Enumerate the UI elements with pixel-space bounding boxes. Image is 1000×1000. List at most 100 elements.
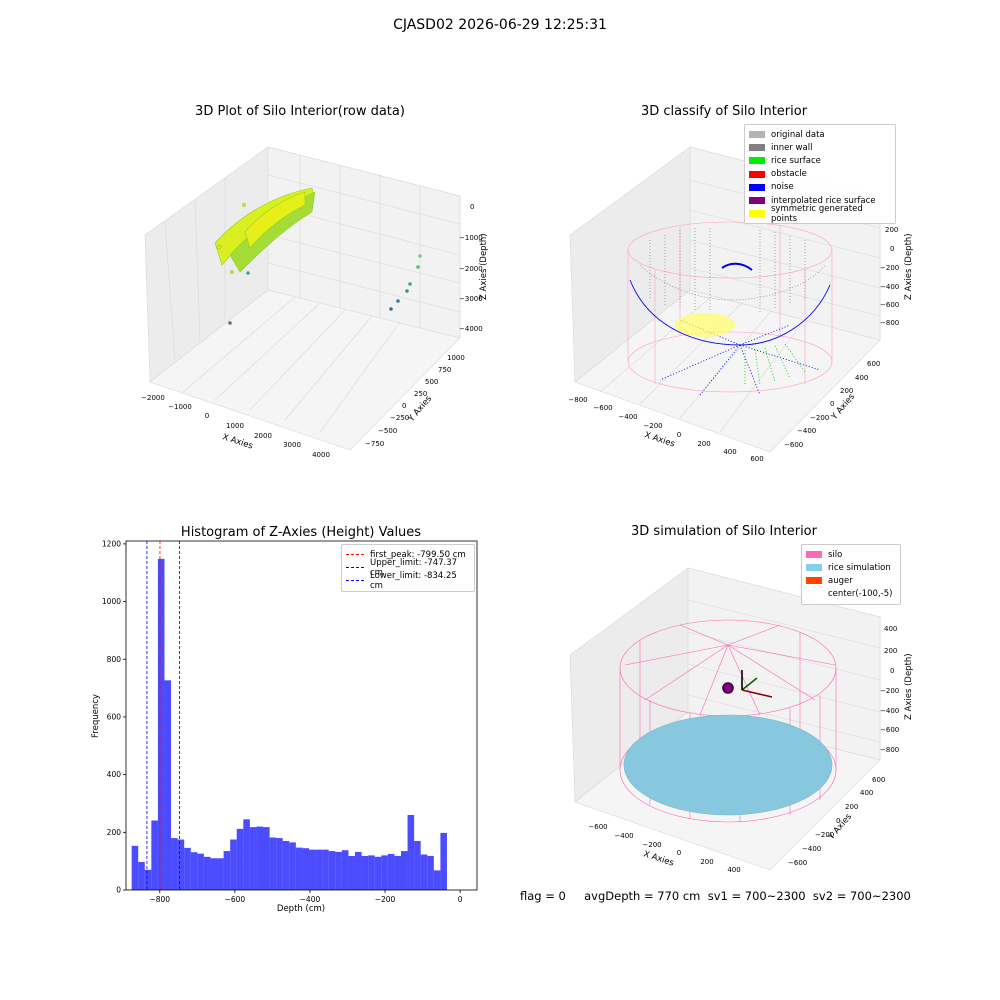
histogram-bar xyxy=(341,850,349,890)
raw-ztick: −1000 xyxy=(459,234,483,242)
classify-xtick: 200 xyxy=(697,440,710,448)
raw-y-label: Y Axies xyxy=(406,394,434,425)
histogram-bar xyxy=(263,827,270,890)
histogram-bar xyxy=(256,826,264,890)
legend-entry: inner wall xyxy=(749,141,891,154)
raw-xtick: 1000 xyxy=(226,422,244,430)
simulation-ztick: −800 xyxy=(880,746,899,754)
histogram-x-label: Depth (cm) xyxy=(277,904,325,914)
raw-ztick: −4000 xyxy=(459,325,483,333)
histogram-xtick-label: −200 xyxy=(375,895,396,904)
simulation-ztick: 200 xyxy=(884,647,897,655)
raw-ytick: −250 xyxy=(390,414,409,422)
simulation-ztick: −400 xyxy=(880,707,899,715)
legend-swatch xyxy=(806,577,822,585)
histogram-ytick-label: 0 xyxy=(116,886,121,895)
histogram-bar xyxy=(171,838,178,890)
histogram-title: Histogram of Z-Axies (Height) Values xyxy=(181,525,421,540)
raw-xtick: 3000 xyxy=(283,441,301,449)
classify-ytick: −600 xyxy=(784,441,803,449)
legend-entry: Lower_limit: -834.25 cm xyxy=(346,571,470,591)
histogram-bar xyxy=(368,855,375,890)
histogram-bar xyxy=(433,870,441,890)
legend-entry: auger xyxy=(806,574,896,587)
simulation-ytick: 0 xyxy=(836,817,840,825)
legend-swatch xyxy=(346,580,364,582)
simulation-auger xyxy=(722,670,773,698)
classify-wall-points xyxy=(639,228,826,312)
raw-3d-points xyxy=(214,187,316,274)
histogram-xtick-label: −400 xyxy=(300,895,321,904)
histogram-ytick-label: 1000 xyxy=(102,597,121,606)
legend-entry: symmetric generated points xyxy=(749,204,891,224)
simulation-ytick: 200 xyxy=(845,803,858,811)
classify-ztick: 200 xyxy=(885,226,898,234)
simulation-ytick: −600 xyxy=(788,859,807,867)
classify-z-label: Z Axies (Depth) xyxy=(904,233,914,300)
histogram-bar xyxy=(282,840,290,890)
legend-entry: silo xyxy=(806,548,896,561)
classify-x-label: X Axies xyxy=(643,430,676,449)
histogram-xtick-label: −800 xyxy=(149,895,170,904)
simulation-xtick: 400 xyxy=(727,866,740,874)
histogram-xtick-label: 0 xyxy=(458,895,463,904)
histogram-bar xyxy=(394,855,401,890)
legend-swatch xyxy=(346,567,364,569)
simulation-3d-plot[interactable]: −600 −400 −200 0 200 400 600 400 200 0 −… xyxy=(560,560,920,880)
histogram-bar xyxy=(184,847,191,890)
raw-plot-title: 3D Plot of Silo Interior(row data) xyxy=(195,104,405,119)
legend-swatch xyxy=(749,210,765,218)
histogram-xtick-label: −600 xyxy=(225,895,246,904)
histogram-bar xyxy=(374,856,382,890)
classify-xtick: −800 xyxy=(568,396,587,404)
classify-ytick: 0 xyxy=(830,400,834,408)
classify-ztick: −200 xyxy=(880,264,899,272)
legend-entry: noise xyxy=(749,181,891,194)
legend-entry: Upper_limit: -747.37 cm xyxy=(346,558,470,578)
simulation-xtick: −200 xyxy=(642,841,661,849)
histogram-bar xyxy=(236,828,244,890)
simulation-x-label: X Axies xyxy=(642,849,675,868)
raw-ytick: 500 xyxy=(425,378,438,386)
classify-xtick: −400 xyxy=(618,413,637,421)
histogram-bar xyxy=(315,849,323,890)
simulation-legend: silo rice simulation auger center(-100,-… xyxy=(801,544,901,605)
raw-ztick: −2000 xyxy=(459,265,483,273)
raw-ztick: 0 xyxy=(470,203,474,211)
raw-3d-plot[interactable]: −2000 −1000 0 1000 2000 3000 4000 1000 7… xyxy=(130,140,490,460)
legend-swatch xyxy=(749,157,765,165)
raw-3d-outliers xyxy=(228,254,422,325)
histogram-bar xyxy=(249,827,257,890)
legend-swatch xyxy=(749,131,765,139)
simulation-xtick: 0 xyxy=(677,849,681,857)
simulation-ztick: −600 xyxy=(880,726,899,734)
histogram-bar xyxy=(328,851,336,890)
raw-ztick: −3000 xyxy=(459,295,483,303)
classify-xtick: −600 xyxy=(593,404,612,412)
raw-ytick: 250 xyxy=(414,390,427,398)
histogram-ytick-label: 800 xyxy=(107,655,122,664)
simulation-ytick: 400 xyxy=(860,789,873,797)
simulation-ztick: 400 xyxy=(884,625,897,633)
histogram-ytick-label: 200 xyxy=(107,828,122,837)
classify-ytick: 200 xyxy=(840,387,853,395)
histogram-bar xyxy=(276,838,283,890)
classify-ztick: −800 xyxy=(880,319,899,327)
simulation-ytick: −200 xyxy=(815,831,834,839)
histogram-bar xyxy=(223,851,231,890)
classify-noise-points xyxy=(629,262,831,396)
simulation-xtick: −400 xyxy=(614,832,633,840)
histogram-bar xyxy=(335,851,342,890)
simulation-ytick: 600 xyxy=(872,776,885,784)
histogram-legend: first_peak: -799.50 cm Upper_limit: -747… xyxy=(341,544,475,592)
depth-histogram[interactable]: Histogram of Z-Axies (Height) Values −80… xyxy=(80,510,500,915)
histogram-bar xyxy=(230,839,237,890)
histogram-bar xyxy=(309,849,316,890)
histogram-bar xyxy=(157,558,165,890)
raw-ytick: 0 xyxy=(402,402,406,410)
histogram-bar xyxy=(322,849,329,890)
simulation-xtick: −600 xyxy=(588,823,607,831)
histogram-ytick-label: 400 xyxy=(107,770,122,779)
legend-swatch xyxy=(749,170,765,178)
histogram-bars xyxy=(131,558,447,890)
